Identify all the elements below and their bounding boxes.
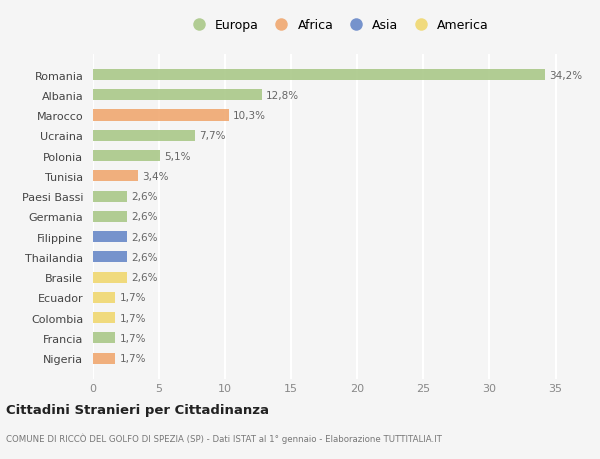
Legend: Europa, Africa, Asia, America: Europa, Africa, Asia, America [186, 19, 489, 32]
Text: 2,6%: 2,6% [131, 252, 158, 262]
Bar [93, 171, 138, 182]
Text: 2,6%: 2,6% [131, 273, 158, 283]
Bar [93, 272, 127, 283]
Bar [93, 252, 127, 263]
Bar [93, 231, 127, 243]
Bar [93, 70, 545, 81]
Bar [93, 191, 127, 202]
Bar [93, 292, 115, 303]
Text: 2,6%: 2,6% [131, 212, 158, 222]
Text: 5,1%: 5,1% [164, 151, 191, 161]
Bar [93, 110, 229, 121]
Bar [93, 313, 115, 324]
Bar [93, 211, 127, 223]
Text: 1,7%: 1,7% [119, 293, 146, 303]
Text: 12,8%: 12,8% [266, 90, 299, 101]
Text: COMUNE DI RICCÒ DEL GOLFO DI SPEZIA (SP) - Dati ISTAT al 1° gennaio - Elaborazio: COMUNE DI RICCÒ DEL GOLFO DI SPEZIA (SP)… [6, 432, 442, 442]
Text: 1,7%: 1,7% [119, 333, 146, 343]
Bar [93, 333, 115, 344]
Bar [93, 353, 115, 364]
Text: Cittadini Stranieri per Cittadinanza: Cittadini Stranieri per Cittadinanza [6, 403, 269, 416]
Text: 3,4%: 3,4% [142, 172, 169, 181]
Text: 7,7%: 7,7% [199, 131, 225, 141]
Text: 1,7%: 1,7% [119, 313, 146, 323]
Text: 10,3%: 10,3% [233, 111, 266, 121]
Bar [93, 130, 195, 141]
Text: 34,2%: 34,2% [549, 70, 582, 80]
Text: 2,6%: 2,6% [131, 232, 158, 242]
Bar [93, 90, 262, 101]
Text: 2,6%: 2,6% [131, 192, 158, 202]
Bar [93, 151, 160, 162]
Text: 1,7%: 1,7% [119, 353, 146, 364]
